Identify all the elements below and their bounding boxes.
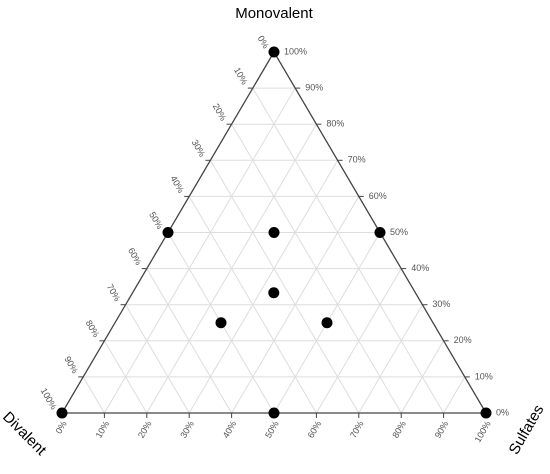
tick-label-sulfates: 80%: [390, 419, 408, 440]
grid: [82, 87, 466, 414]
tick-label-monovalent: 50%: [390, 227, 408, 237]
data-point: [162, 227, 174, 238]
tick-label-sulfates: 90%: [433, 419, 451, 440]
grid-line: [103, 340, 148, 414]
tick-label-monovalent: 100%: [284, 46, 307, 56]
tick-label-monovalent: 60%: [369, 191, 387, 201]
data-point: [268, 287, 280, 299]
tick-label-sulfates: 60%: [306, 419, 324, 440]
tick-label-monovalent: 30%: [432, 299, 450, 309]
data-point: [268, 227, 280, 238]
tick-label-divalent: 100%: [39, 386, 59, 411]
tick-label-sulfates: 70%: [348, 419, 366, 440]
grid-line: [358, 304, 423, 414]
tick-label-monovalent: 40%: [411, 263, 429, 273]
data-point: [480, 407, 492, 419]
data-point: [268, 407, 280, 419]
tick-label-divalent: 40%: [168, 174, 186, 195]
grid-line: [146, 268, 233, 414]
tick-label-sulfates: 0%: [54, 419, 69, 435]
tick-label-divalent: 60%: [126, 246, 144, 267]
tick-label-monovalent: 20%: [454, 335, 472, 345]
tick-label-monovalent: 80%: [326, 119, 344, 129]
data-point: [215, 317, 227, 329]
tick-label-monovalent: 70%: [348, 155, 366, 165]
grid-line: [188, 160, 339, 414]
grid-line: [103, 87, 296, 414]
axis-title-left: Divalent: [0, 408, 50, 459]
tick-label-divalent: 80%: [84, 318, 102, 339]
tick-label-divalent: 70%: [105, 282, 123, 303]
grid-line: [252, 87, 445, 414]
tick-label-sulfates: 30%: [178, 419, 196, 440]
tick-label-monovalent: 10%: [475, 371, 493, 381]
grid-line: [82, 376, 105, 414]
grid-line: [209, 160, 360, 414]
tick-label-sulfates: 40%: [221, 419, 239, 440]
tick-label-divalent: 30%: [190, 138, 208, 159]
tick-label-sulfates: 10%: [94, 419, 112, 440]
data-point: [56, 407, 68, 419]
grid-line: [443, 376, 466, 414]
axis-title-top: Monovalent: [235, 5, 313, 22]
data-point: [374, 227, 386, 238]
grid-line: [400, 340, 445, 414]
tick-label-divalent: 20%: [211, 102, 229, 123]
data-point: [321, 317, 333, 329]
tick-label-divalent: 50%: [147, 210, 165, 231]
tick-label-divalent: 0%: [256, 34, 271, 50]
grid-line: [125, 304, 190, 414]
tick-label-monovalent: 90%: [305, 82, 323, 92]
data-point: [268, 46, 280, 58]
grid-line: [315, 268, 402, 414]
axis-title-right: Sulfates: [506, 402, 548, 457]
tick-label-monovalent: 0%: [496, 407, 509, 417]
tick-label-sulfates: 20%: [136, 419, 154, 440]
tick-label-sulfates: 100%: [473, 419, 493, 444]
tick-label-divalent: 10%: [232, 66, 250, 87]
tick-label-sulfates: 50%: [263, 419, 281, 440]
tick-label-divalent: 90%: [62, 354, 80, 375]
